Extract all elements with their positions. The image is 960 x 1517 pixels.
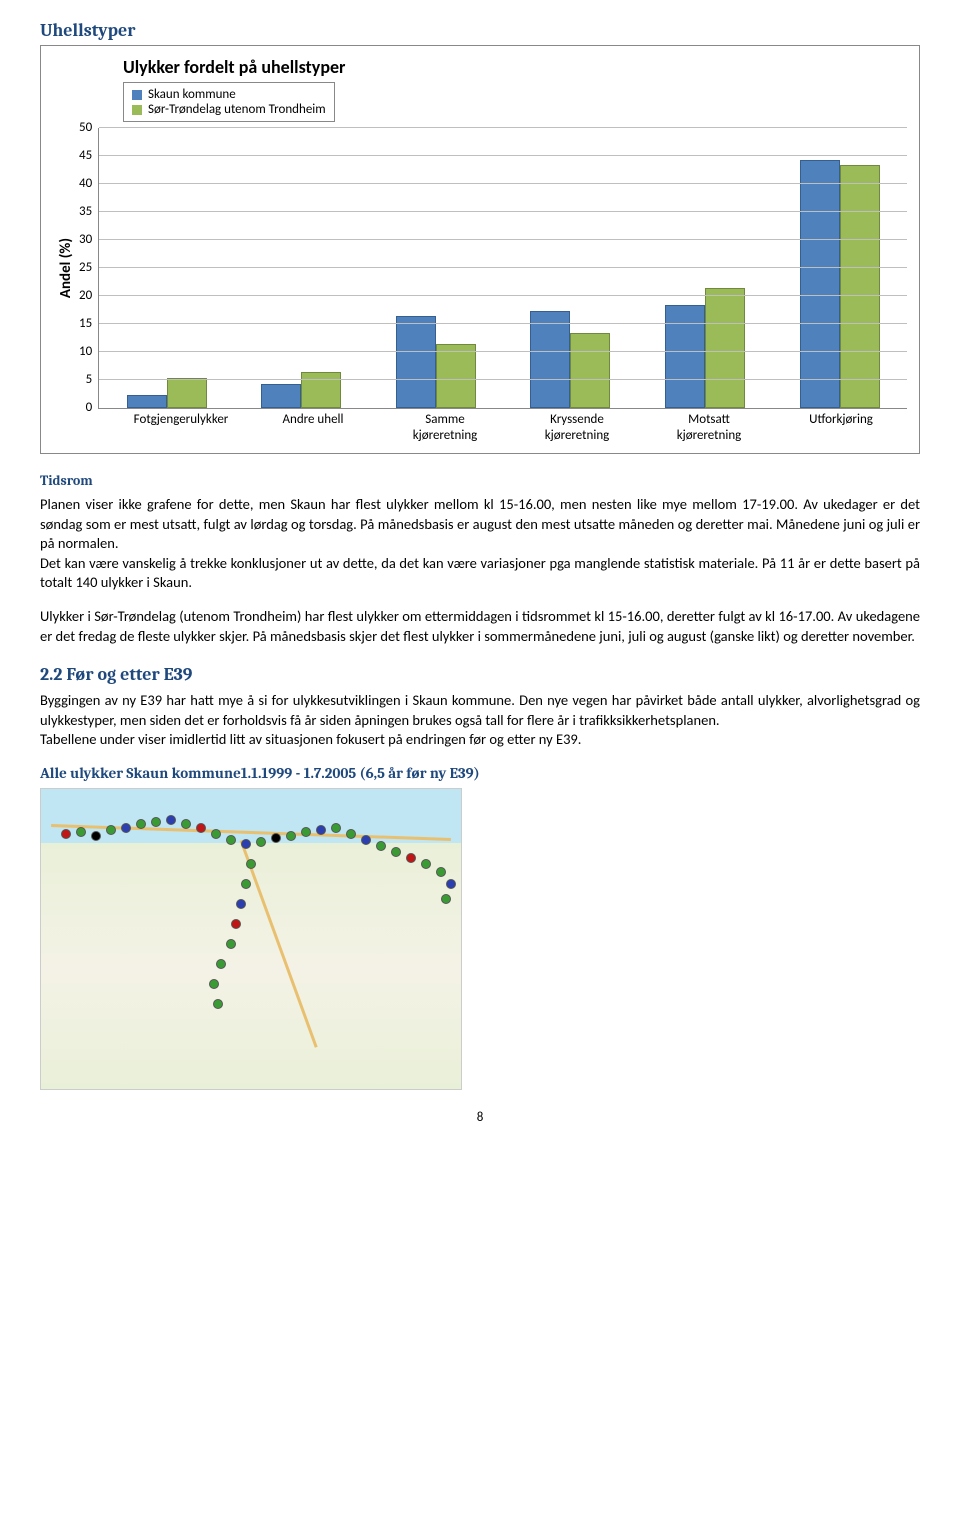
- gridline: [99, 211, 907, 212]
- bar: [436, 344, 476, 408]
- category-group: [368, 128, 503, 408]
- map-accident-dot: [209, 979, 219, 989]
- map-accident-dot: [361, 835, 371, 845]
- map-accident-dot: [181, 819, 191, 829]
- legend-swatch-2: [132, 105, 142, 115]
- gridline: [99, 267, 907, 268]
- gridline: [99, 127, 907, 128]
- map-accident-dot: [226, 939, 236, 949]
- x-label: Kryssendekjøreretning: [511, 412, 643, 443]
- x-label: Sammekjøreretning: [379, 412, 511, 443]
- section-2-2-para: Byggingen av ny E39 har hatt mye å si fo…: [40, 691, 920, 750]
- legend-label-2: Sør-Trøndelag utenom Trondheim: [148, 102, 326, 117]
- map-accident-dot: [91, 831, 101, 841]
- map-accident-dot: [271, 833, 281, 843]
- x-axis-labels: FotgjengerulykkerAndre uhellSammekjørere…: [115, 412, 907, 443]
- gridline: [99, 295, 907, 296]
- map-accident-dot: [151, 817, 161, 827]
- heading-2-2: 2.2 Før og etter E39: [40, 664, 920, 685]
- bar: [167, 378, 207, 408]
- map-image: [40, 788, 462, 1090]
- map-accident-dot: [241, 879, 251, 889]
- gridline: [99, 323, 907, 324]
- map-accident-dot: [61, 829, 71, 839]
- map-heading: Alle ulykker Skaun kommune1.1.1999 - 1.7…: [40, 764, 920, 782]
- chart-container: Ulykker fordelt på uhellstyper Skaun kom…: [40, 45, 920, 454]
- x-label: Fotgjengerulykker: [115, 412, 247, 443]
- bar: [261, 384, 301, 408]
- map-accident-dot: [136, 819, 146, 829]
- bar: [396, 316, 436, 408]
- bars-container: [99, 128, 907, 408]
- category-group: [772, 128, 907, 408]
- x-label: Utforkjøring: [775, 412, 907, 443]
- map-accident-dot: [211, 829, 221, 839]
- map-accident-dot: [436, 867, 446, 877]
- map-accident-dot: [406, 853, 416, 863]
- chart-title: Ulykker fordelt på uhellstyper: [123, 56, 907, 78]
- map-accident-dot: [446, 879, 456, 889]
- legend-label-1: Skaun kommune: [148, 87, 236, 102]
- map-accident-dot: [226, 835, 236, 845]
- map-accident-dot: [196, 823, 206, 833]
- map-accident-dot: [346, 829, 356, 839]
- page-number: 8: [40, 1110, 920, 1125]
- section-heading-uhellstyper: Uhellstyper: [40, 20, 920, 41]
- plot-region: [98, 128, 907, 409]
- category-group: [234, 128, 369, 408]
- map-accident-dot: [231, 919, 241, 929]
- map-accident-dot: [256, 837, 266, 847]
- x-label: Andre uhell: [247, 412, 379, 443]
- map-accident-dot: [246, 859, 256, 869]
- map-accident-dot: [441, 894, 451, 904]
- gridline: [99, 239, 907, 240]
- gridline: [99, 155, 907, 156]
- y-axis-ticks: 50454035302520151050: [79, 128, 98, 408]
- heading-tidsrom: Tidsrom: [40, 472, 920, 489]
- bar: [840, 165, 880, 408]
- x-label: Motsattkjøreretning: [643, 412, 775, 443]
- map-accident-dot: [391, 847, 401, 857]
- map-accident-dot: [213, 999, 223, 1009]
- map-accident-dot: [316, 825, 326, 835]
- gridline: [99, 351, 907, 352]
- map-accident-dot: [331, 823, 341, 833]
- category-group: [99, 128, 234, 408]
- category-group: [503, 128, 638, 408]
- bar: [570, 333, 610, 408]
- map-accident-dot: [241, 839, 251, 849]
- tidsrom-para-2: Ulykker i Sør-Trøndelag (utenom Trondhei…: [40, 607, 920, 646]
- map-accident-dot: [216, 959, 226, 969]
- bar: [800, 160, 840, 408]
- map-accident-dot: [376, 841, 386, 851]
- map-accident-dot: [421, 859, 431, 869]
- map-accident-dot: [166, 815, 176, 825]
- y-axis-label: Andel (%): [53, 238, 79, 298]
- map-accident-dot: [106, 825, 116, 835]
- tidsrom-para-1: Planen viser ikke grafene for dette, men…: [40, 495, 920, 593]
- gridline: [99, 183, 907, 184]
- chart-plot-area: Andel (%) 50454035302520151050: [53, 128, 907, 408]
- bar: [127, 395, 167, 408]
- bar: [705, 288, 745, 408]
- legend-swatch-1: [132, 90, 142, 100]
- category-group: [638, 128, 773, 408]
- chart-legend: Skaun kommune Sør-Trøndelag utenom Trond…: [123, 82, 335, 122]
- map-road-branch: [240, 840, 318, 1048]
- bar: [530, 311, 570, 408]
- bar: [301, 372, 341, 408]
- gridline: [99, 379, 907, 380]
- map-accident-dot: [236, 899, 246, 909]
- map-accident-dot: [286, 831, 296, 841]
- map-accident-dot: [121, 823, 131, 833]
- map-accident-dot: [76, 827, 86, 837]
- bar: [665, 305, 705, 408]
- map-accident-dot: [301, 827, 311, 837]
